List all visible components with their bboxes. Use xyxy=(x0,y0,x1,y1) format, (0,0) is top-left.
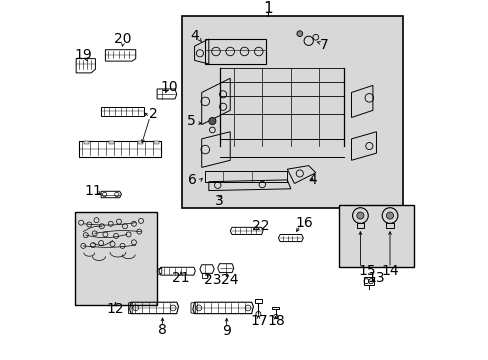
Text: 4: 4 xyxy=(307,173,316,187)
Bar xyxy=(182,16,403,208)
Text: 11: 11 xyxy=(84,184,102,198)
Bar xyxy=(109,141,114,144)
Text: 14: 14 xyxy=(381,264,398,278)
Text: 9: 9 xyxy=(222,324,231,338)
Text: 24: 24 xyxy=(221,273,239,287)
Text: 20: 20 xyxy=(114,32,132,46)
Text: 5: 5 xyxy=(186,114,195,128)
Text: 2: 2 xyxy=(149,107,158,121)
Text: 8: 8 xyxy=(158,323,166,337)
Text: 6: 6 xyxy=(188,173,197,187)
Text: 19: 19 xyxy=(74,48,92,62)
Text: 10: 10 xyxy=(161,80,178,94)
Bar xyxy=(75,212,157,305)
Text: 22: 22 xyxy=(251,219,269,233)
Text: 21: 21 xyxy=(172,271,189,285)
Text: 15: 15 xyxy=(357,264,375,278)
Text: 3: 3 xyxy=(215,194,224,208)
Circle shape xyxy=(296,31,302,36)
Text: 4: 4 xyxy=(190,29,199,43)
Bar xyxy=(137,141,142,144)
Circle shape xyxy=(208,117,216,125)
Text: 16: 16 xyxy=(295,216,312,230)
Text: 12: 12 xyxy=(106,302,124,316)
Bar xyxy=(153,141,159,144)
Circle shape xyxy=(356,212,363,219)
Bar xyxy=(338,205,413,267)
Text: 13: 13 xyxy=(367,271,385,285)
Text: 18: 18 xyxy=(267,314,285,328)
Text: 7: 7 xyxy=(320,39,328,53)
Text: 23: 23 xyxy=(203,273,221,287)
Text: 17: 17 xyxy=(250,314,268,328)
Circle shape xyxy=(386,212,393,219)
Bar xyxy=(84,141,89,144)
Text: 1: 1 xyxy=(263,1,272,16)
